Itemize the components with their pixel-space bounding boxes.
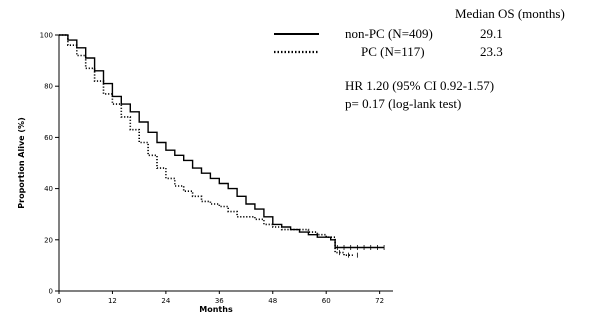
legend-label-non-pc: non-PC (N=409) bbox=[345, 26, 433, 41]
x-tick-label: 48 bbox=[268, 297, 277, 305]
x-tick-label: 60 bbox=[322, 297, 331, 305]
x-tick-label: 12 bbox=[108, 297, 117, 305]
x-tick-label: 0 bbox=[57, 297, 61, 305]
y-tick-label: 80 bbox=[44, 83, 53, 91]
x-tick-label: 36 bbox=[215, 297, 224, 305]
legend-median-pc: 23.3 bbox=[480, 44, 503, 59]
x-axis-title: Months bbox=[199, 305, 233, 314]
plot-layer: 0 12 24 36 48 60 72 0 20 40 60 80 100 Months Proportio… bbox=[17, 32, 393, 314]
p-value-text: p= 0.17 (log-lank test) bbox=[345, 96, 461, 111]
legend-median-non-pc: 29.1 bbox=[480, 26, 503, 41]
x-tick-label: 72 bbox=[375, 297, 384, 305]
y-axis-title: Proportion Alive (%) bbox=[17, 117, 26, 208]
legend-header: Median OS (months) bbox=[455, 6, 565, 21]
y-tick-label: 0 bbox=[49, 288, 53, 296]
legend-label-pc: PC (N=117) bbox=[361, 44, 425, 59]
series-line-pc bbox=[59, 34, 353, 256]
y-tick-label: 40 bbox=[44, 185, 53, 193]
y-tick-label: 20 bbox=[44, 236, 53, 244]
legend: Median OS (months) non-PC (N=409) 29.1 P… bbox=[274, 6, 565, 111]
x-tick-label: 24 bbox=[161, 297, 170, 305]
y-tick-label: 100 bbox=[40, 32, 53, 40]
y-tick-label: 60 bbox=[44, 134, 53, 142]
series-line-non-pc bbox=[59, 34, 385, 249]
hazard-ratio-text: HR 1.20 (95% CI 0.92-1.57) bbox=[345, 78, 494, 93]
